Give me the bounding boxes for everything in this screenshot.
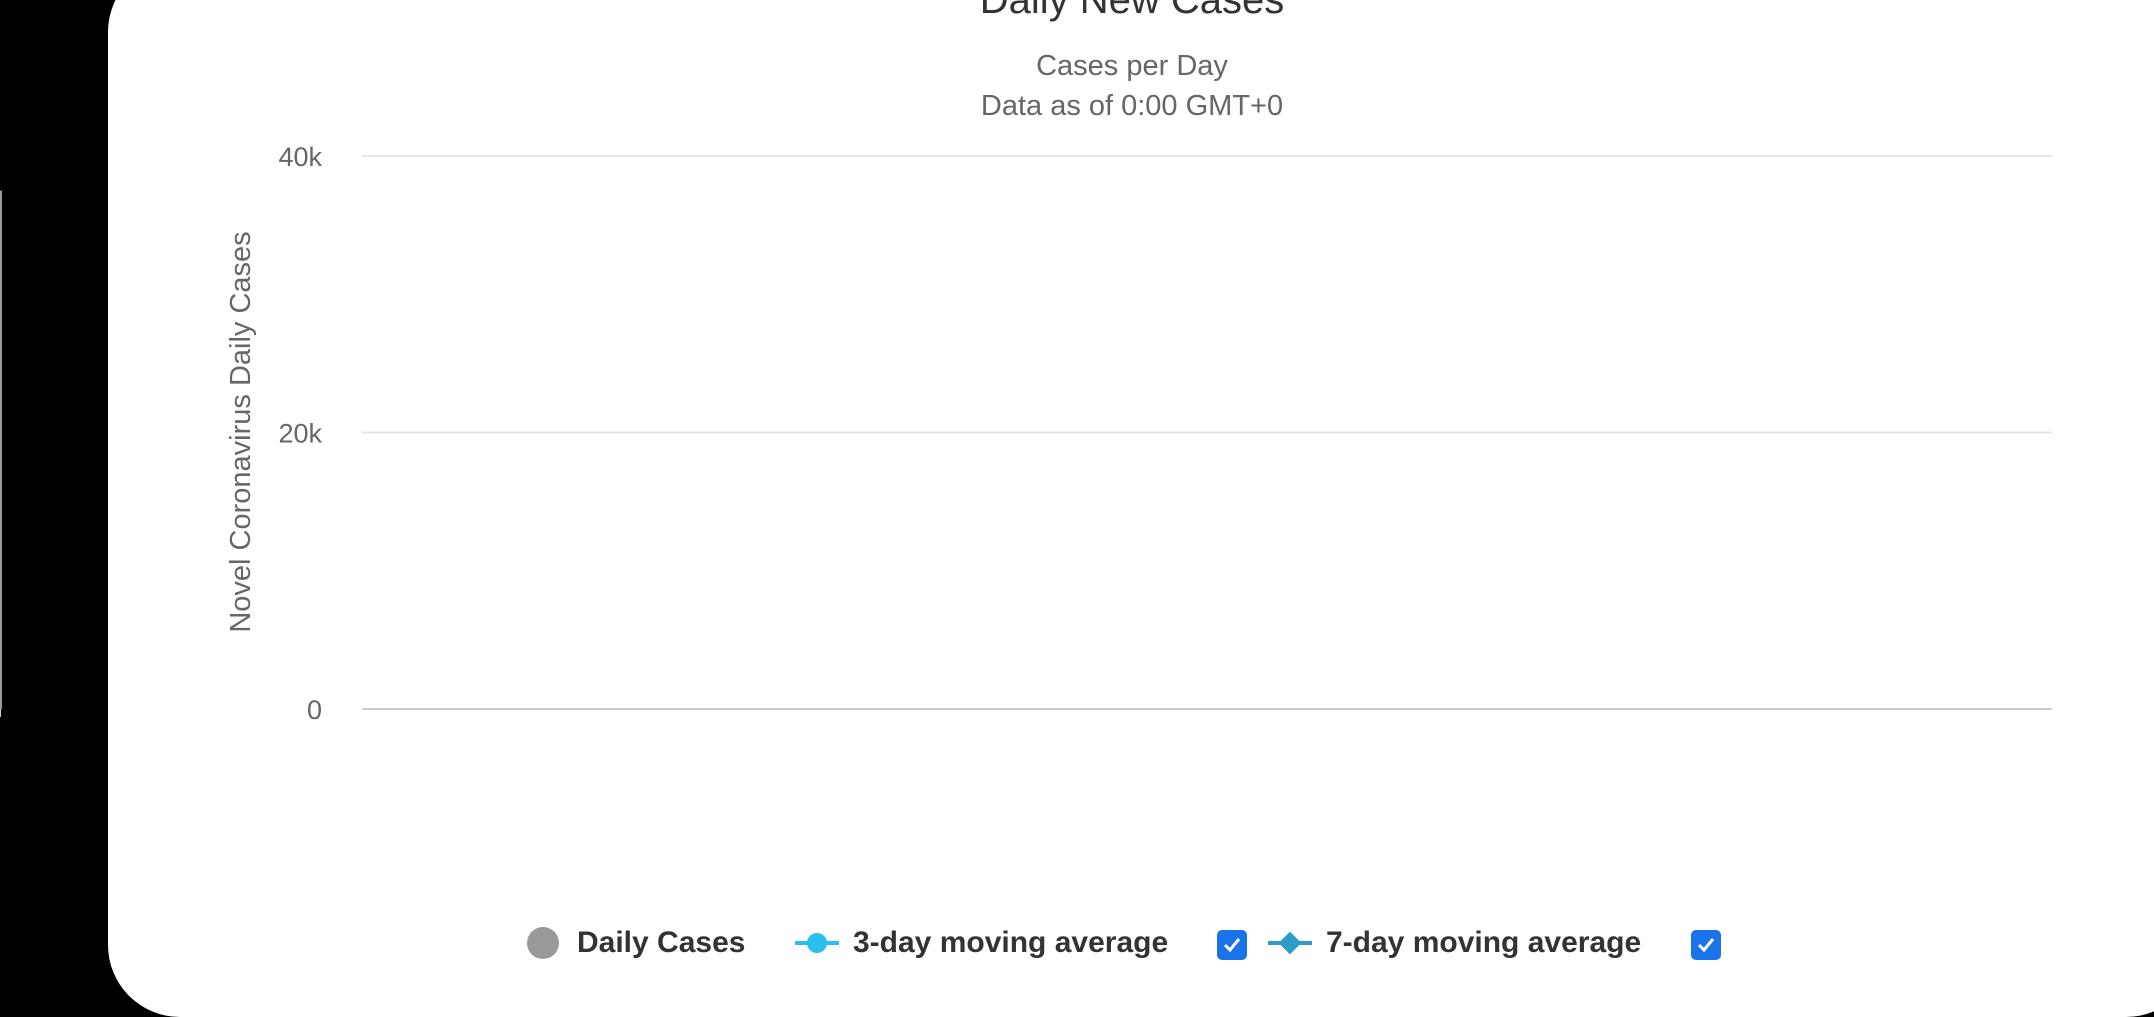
legend-daily-cases[interactable]: Daily Cases: [527, 918, 745, 968]
checkmark-icon: [1697, 938, 1715, 953]
legend: Daily Cases 3-day moving average 7-day m…: [0, 918, 2154, 968]
y-tick-label: 0: [307, 695, 322, 725]
grid-lines: [362, 155, 2052, 710]
daily-cases-spike: [0, 342, 2, 709]
chart-card: [108, 0, 2154, 1017]
chart-title: Daily New Cases: [979, 0, 1285, 22]
daily-cases-bars: [0, 190, 2, 709]
checkbox-3day-ma[interactable]: [1217, 930, 1247, 960]
legend-7day-ma-label: 7-day moving average: [1326, 926, 1642, 959]
y-tick-label: 20k: [278, 419, 322, 449]
line-circle-marker-icon: [795, 933, 839, 953]
legend-7day-ma[interactable]: 7-day moving average: [1268, 918, 1641, 968]
y-axis-label: Novel Coronavirus Daily Cases: [225, 231, 257, 632]
line-diamond-marker-icon: [1268, 931, 1312, 955]
daily-cases-marker-icon: [527, 927, 559, 959]
legend-daily-cases-label: Daily Cases: [577, 926, 746, 959]
checkbox-7day-ma[interactable]: [1691, 930, 1721, 960]
checkmark-icon: [1223, 938, 1241, 953]
chart-subtitle: Cases per Day: [1036, 50, 1228, 82]
legend-3day-ma-label: 3-day moving average: [853, 926, 1169, 959]
y-tick-label: 40k: [278, 142, 322, 172]
chart-data-date: Data as of 0:00 GMT+0: [980, 90, 1284, 122]
legend-3day-ma[interactable]: 3-day moving average: [795, 918, 1168, 968]
